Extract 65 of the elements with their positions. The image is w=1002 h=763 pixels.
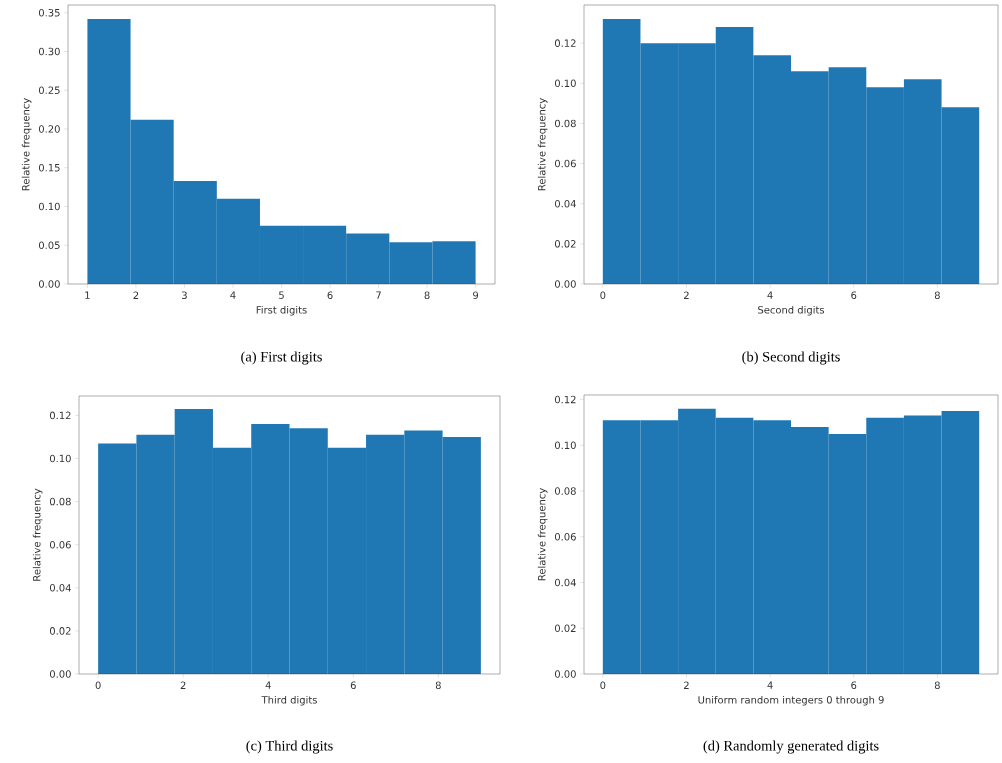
x-tick-label: 4 [767, 681, 773, 689]
y-tick-label: 0.12 [554, 395, 576, 404]
x-tick-label: 8 [934, 681, 940, 690]
x-tick-label: 9 [473, 291, 479, 300]
y-tick-label: 0.04 [554, 199, 576, 208]
x-axis-title: First digits [256, 305, 307, 316]
x-tick-label: 4 [230, 291, 236, 299]
y-tick-label: 0.08 [49, 497, 71, 506]
y-tick-label: 0.00 [38, 280, 60, 288]
text: (c) Third digits [246, 740, 333, 754]
x-tick-label: 2 [133, 291, 139, 299]
y-axis-title: Relative frequency [21, 98, 32, 191]
text: (a) First digits [241, 351, 322, 365]
y-tick-label: 0.00 [49, 670, 71, 678]
y-axis-title: Relative frequency [32, 488, 43, 581]
x-axis-title: Second digits [758, 305, 825, 316]
y-tick-label: 0.30 [38, 47, 60, 56]
y-tick-label: 0.35 [38, 8, 60, 17]
y-axis-title: Relative frequency [537, 488, 548, 581]
y-tick-label: 0.12 [49, 411, 71, 420]
y-tick-label: 0.04 [49, 584, 71, 592]
y-tick-label: 0.25 [38, 86, 60, 95]
x-tick-label: 8 [424, 291, 430, 300]
y-tick-label: 0.02 [554, 240, 576, 248]
x-tick-label: 8 [934, 291, 940, 300]
y-tick-label: 0.06 [49, 540, 71, 549]
y-tick-label: 0.15 [38, 163, 60, 172]
y-tick-label: 0.00 [554, 670, 576, 678]
x-tick-label: 0 [600, 681, 606, 690]
y-tick-label: 0.08 [554, 119, 576, 128]
x-tick-label: 0 [95, 681, 101, 690]
x-tick-label: 8 [435, 681, 441, 690]
y-tick-label: 0.04 [554, 578, 576, 587]
text: (b) Second digits [742, 351, 840, 365]
y-tick-label: 0.05 [38, 241, 60, 250]
y-tick-label: 0.10 [38, 202, 60, 211]
y-tick-label: 0.02 [554, 624, 576, 633]
text: (d) Randomly generated digits [703, 740, 879, 754]
y-tick-label: 0.06 [554, 159, 576, 168]
x-tick-label: 0 [600, 291, 606, 300]
x-axis-title: Third digits [261, 695, 317, 706]
x-tick-label: 6 [350, 681, 356, 690]
x-axis-title: Uniform random integers 0 through 9 [698, 695, 884, 706]
x-tick-label: 4 [767, 291, 773, 299]
x-tick-label: 2 [684, 681, 689, 689]
x-tick-label: 5 [279, 291, 284, 299]
x-tick-label: 6 [327, 291, 333, 300]
y-tick-label: 0.02 [49, 627, 71, 635]
x-tick-label: 3 [182, 291, 187, 300]
x-tick-label: 4 [265, 681, 271, 689]
y-tick-label: 0.00 [554, 280, 576, 288]
y-tick-label: 0.10 [554, 441, 576, 450]
x-tick-label: 2 [180, 681, 186, 689]
x-tick-label: 1 [85, 291, 90, 299]
y-tick-label: 0.08 [554, 487, 576, 495]
x-tick-label: 2 [684, 291, 689, 299]
x-tick-label: 6 [851, 681, 857, 690]
y-tick-label: 0.12 [554, 39, 576, 47]
y-axis-title: Relative frequency [537, 98, 548, 191]
x-tick-label: 6 [851, 291, 857, 300]
x-tick-label: 7 [376, 291, 381, 299]
y-tick-label: 0.10 [49, 454, 71, 463]
y-tick-label: 0.06 [554, 533, 576, 541]
y-tick-label: 0.10 [554, 79, 576, 88]
y-tick-label: 0.20 [38, 125, 60, 133]
